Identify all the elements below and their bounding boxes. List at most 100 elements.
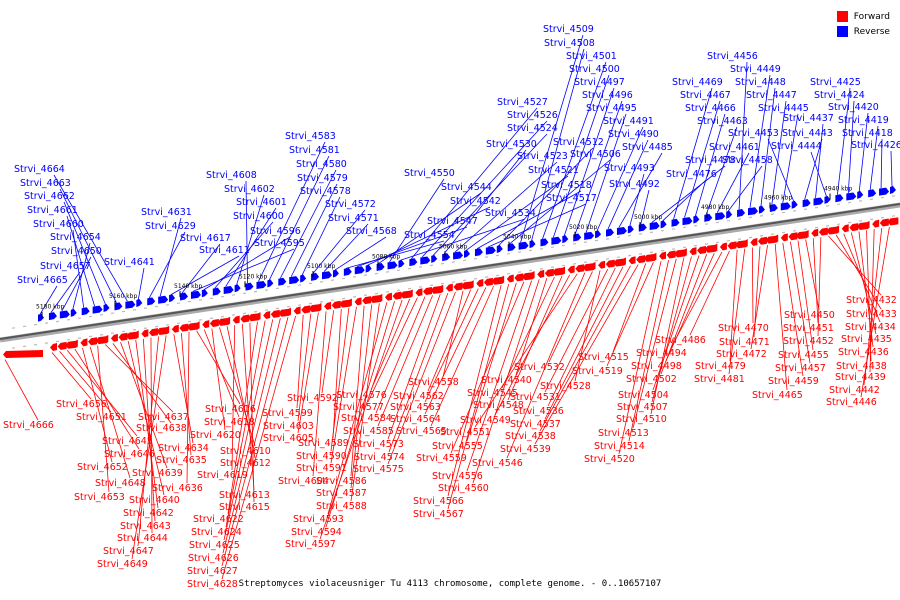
reverse-leader-line bbox=[767, 138, 795, 202]
forward-gene-arrow bbox=[202, 320, 210, 329]
reverse-gene-label: Strvi_4495 bbox=[586, 103, 637, 114]
forward-leader-line bbox=[507, 275, 563, 401]
forward-leader-line bbox=[4, 359, 39, 421]
forward-gene-label: Strvi_4540 bbox=[481, 375, 532, 386]
forward-gene-arrow bbox=[453, 282, 463, 291]
forward-leader-line bbox=[173, 334, 194, 444]
forward-gene-label: Strvi_4559 bbox=[416, 453, 467, 464]
forward-leader-line bbox=[670, 251, 723, 349]
forward-gene-arrow bbox=[194, 321, 200, 330]
forward-gene-label: Strvi_4620 bbox=[190, 430, 241, 441]
reverse-gene-arrow bbox=[311, 272, 320, 281]
reverse-leader-line bbox=[61, 256, 92, 312]
forward-gene-arrow bbox=[468, 280, 474, 289]
reverse-gene-label: Strvi_4631 bbox=[141, 207, 192, 218]
reverse-gene-arrow bbox=[223, 285, 234, 294]
forward-gene-label: Strvi_4622 bbox=[193, 514, 244, 525]
forward-gene-label: Strvi_4588 bbox=[316, 501, 367, 512]
forward-gene-label: Strvi_4470 bbox=[718, 323, 769, 334]
forward-gene-label: Strvi_4577 bbox=[333, 402, 384, 413]
forward-gene-arrow bbox=[803, 229, 809, 238]
reverse-leader-line bbox=[245, 180, 248, 284]
reverse-leader-line bbox=[356, 226, 468, 268]
forward-gene-label: Strvi_4648 bbox=[95, 478, 146, 489]
reverse-gene-arrow bbox=[638, 223, 647, 232]
reverse-leader-line bbox=[378, 192, 482, 264]
forward-gene-arrow bbox=[308, 304, 320, 313]
reverse-gene-arrow bbox=[595, 230, 602, 239]
reverse-leader-line bbox=[847, 100, 855, 194]
forward-leader-line bbox=[506, 272, 586, 459]
reverse-gene-label: Strvi_4523 bbox=[517, 151, 568, 162]
forward-gene-label: Strvi_4531 bbox=[510, 392, 561, 403]
reverse-gene-arrow bbox=[485, 246, 496, 255]
reverse-gene-arrow bbox=[879, 187, 890, 196]
forward-leader-line bbox=[105, 344, 174, 413]
forward-leader-line bbox=[330, 306, 357, 464]
forward-leader-line bbox=[544, 268, 609, 393]
forward-gene-label: Strvi_4653 bbox=[74, 492, 125, 503]
forward-gene-arrow bbox=[285, 307, 291, 316]
reverse-gene-arrow bbox=[474, 248, 483, 257]
forward-leader-line bbox=[297, 312, 319, 434]
forward-gene-label: Strvi_4593 bbox=[293, 514, 344, 525]
reverse-gene-label: Strvi_4660 bbox=[33, 219, 84, 230]
forward-gene-arrow bbox=[605, 259, 615, 268]
reverse-gene-arrow bbox=[81, 307, 90, 316]
forward-gene-arrow bbox=[438, 284, 444, 293]
forward-gene-arrow bbox=[674, 249, 686, 258]
forward-gene-arrow bbox=[232, 315, 240, 324]
forward-gene-arrow bbox=[750, 237, 758, 246]
reverse-gene-label: Strvi_4554 bbox=[404, 230, 455, 241]
forward-gene-arrow bbox=[225, 316, 231, 325]
reverse-leader-line bbox=[411, 107, 538, 259]
reverse-leader-line bbox=[290, 183, 338, 277]
forward-gene-arrow bbox=[529, 271, 535, 280]
forward-gene-arrow bbox=[651, 252, 657, 261]
forward-leader-line bbox=[112, 343, 172, 424]
forward-gene-label: Strvi_4558 bbox=[408, 377, 459, 388]
forward-gene-arrow bbox=[164, 325, 170, 334]
forward-gene-arrow bbox=[369, 295, 381, 304]
forward-gene-label: Strvi_4432 bbox=[846, 295, 897, 306]
forward-gene-label: Strvi_4519 bbox=[572, 366, 623, 377]
forward-gene-arrow bbox=[499, 275, 505, 284]
reverse-gene-label: Strvi_4453 bbox=[728, 128, 779, 139]
reverse-gene-arrow bbox=[890, 186, 896, 194]
reverse-leader-line bbox=[432, 133, 548, 256]
forward-leader-line bbox=[427, 289, 472, 392]
forward-leader-line bbox=[472, 279, 540, 484]
reverse-leader-line bbox=[563, 87, 615, 236]
reverse-gene-arrow bbox=[387, 261, 398, 270]
forward-gene-arrow bbox=[80, 338, 88, 347]
forward-gene-label: Strvi_4556 bbox=[432, 471, 483, 482]
legend-reverse-label: Reverse bbox=[853, 26, 890, 37]
forward-leader-line bbox=[370, 298, 411, 391]
reverse-gene-label: Strvi_4492 bbox=[609, 179, 660, 190]
reverse-leader-line bbox=[476, 190, 582, 250]
reverse-gene-label: Strvi_4448 bbox=[735, 77, 786, 88]
forward-gene-arrow bbox=[727, 241, 737, 250]
forward-leader-line bbox=[632, 258, 677, 429]
reverse-gene-label: Strvi_4641 bbox=[104, 257, 155, 268]
reverse-leader-line bbox=[39, 285, 58, 315]
forward-leader-line bbox=[628, 259, 670, 442]
forward-gene-label: Strvi_4647 bbox=[103, 546, 154, 557]
forward-gene-arrow bbox=[552, 267, 564, 276]
reverse-gene-arrow bbox=[496, 244, 503, 253]
reverse-gene-label: Strvi_4445 bbox=[758, 103, 809, 114]
reverse-gene-arrow bbox=[267, 279, 274, 288]
reverse-leader-line bbox=[59, 188, 117, 304]
reverse-leader-line bbox=[858, 112, 869, 192]
forward-gene-arrow bbox=[491, 276, 503, 285]
forward-gene-label: Strvi_4628 bbox=[187, 579, 238, 590]
forward-gene-label: Strvi_4520 bbox=[584, 454, 635, 465]
forward-gene-label: Strvi_4574 bbox=[354, 452, 405, 463]
reverse-gene-arrow bbox=[59, 310, 70, 319]
forward-gene-arrow bbox=[826, 226, 838, 235]
forward-gene-label: Strvi_4591 bbox=[296, 463, 347, 474]
forward-gene-label: Strvi_4450 bbox=[784, 310, 835, 321]
forward-leader-line bbox=[689, 250, 730, 336]
reverse-gene-arrow bbox=[343, 267, 352, 276]
forward-gene-arrow bbox=[544, 268, 554, 277]
